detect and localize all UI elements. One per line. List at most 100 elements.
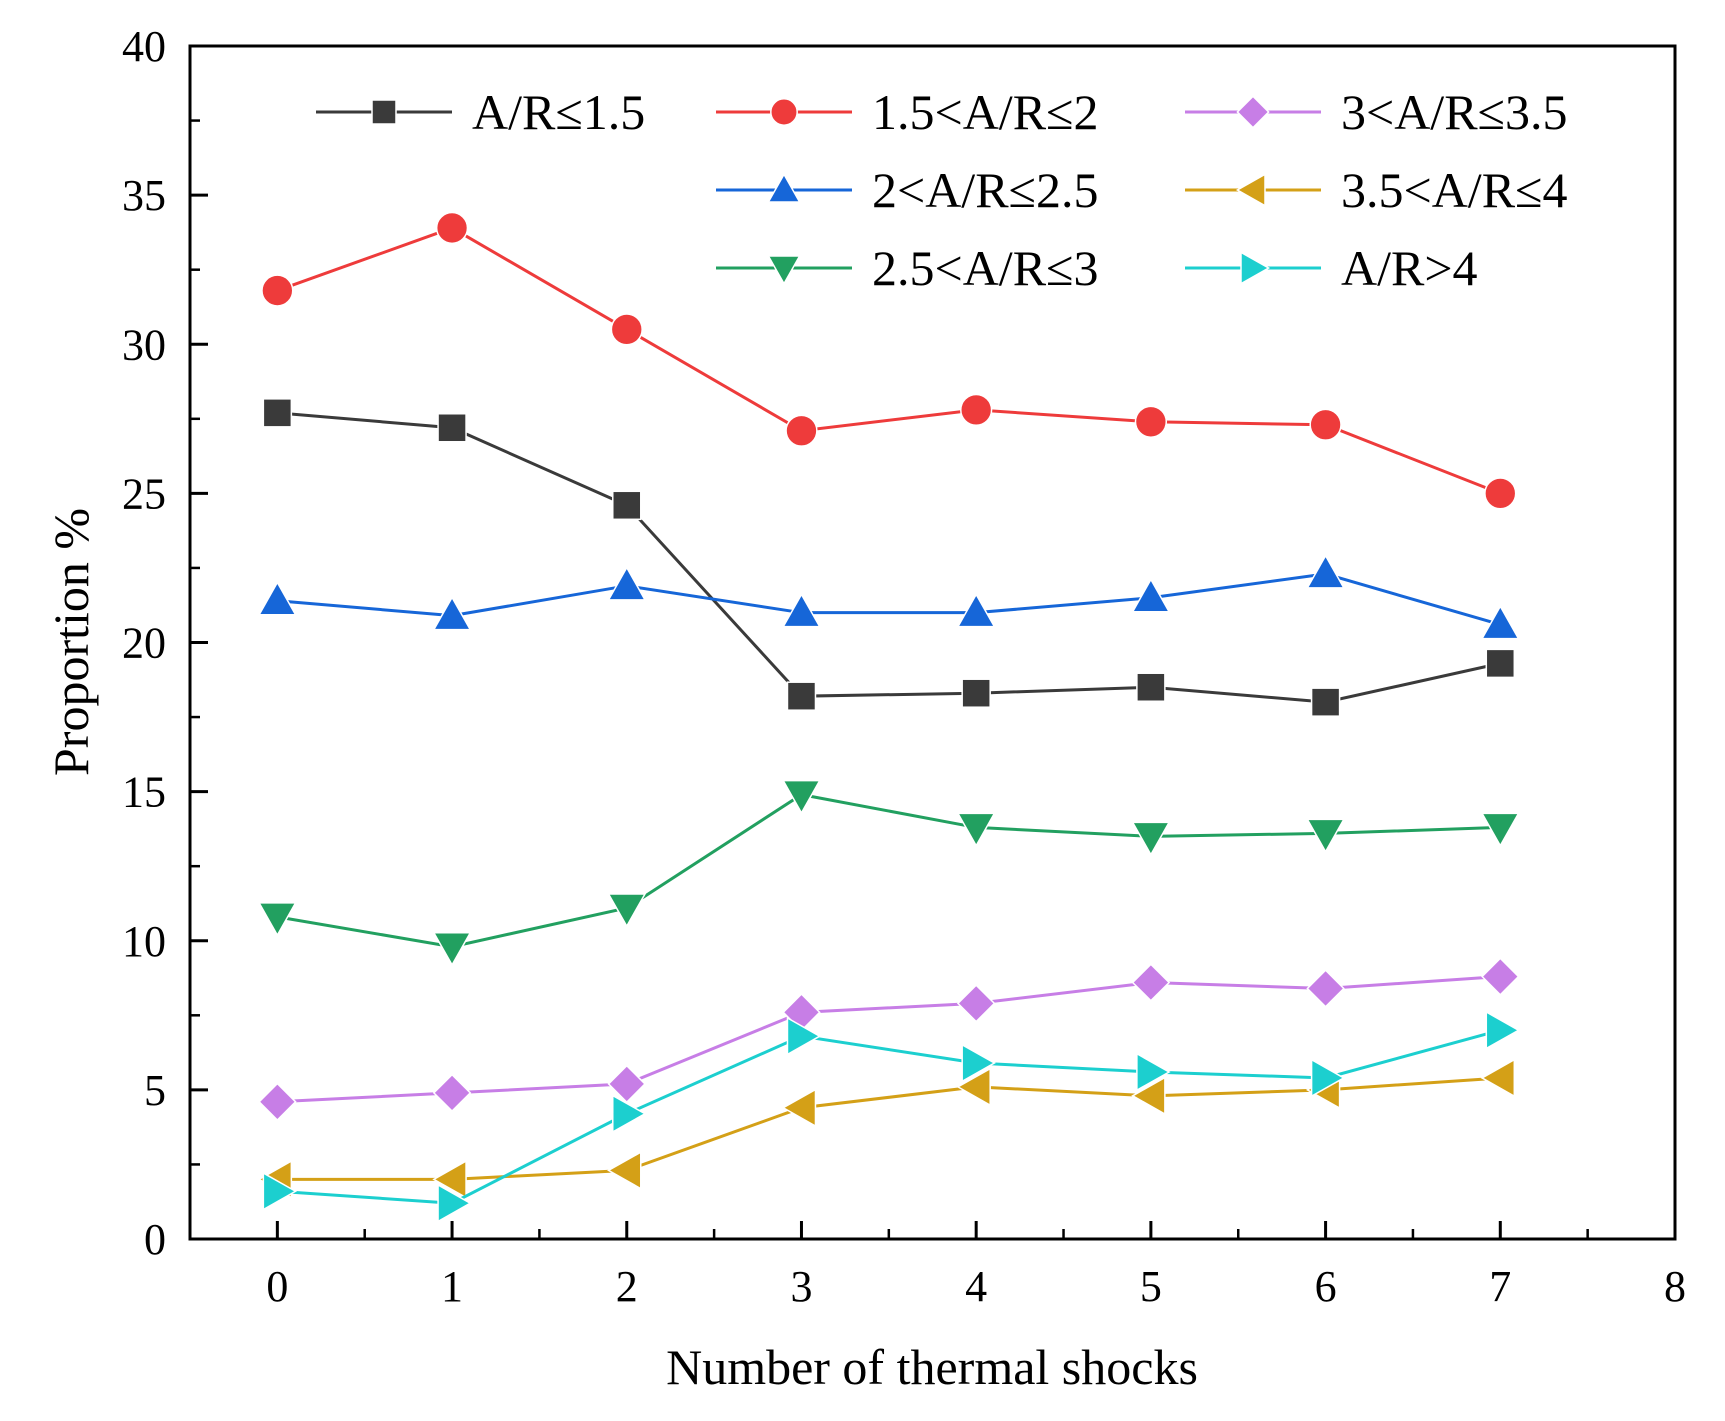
series-2 bbox=[261, 211, 1517, 510]
data-point bbox=[258, 1082, 297, 1122]
legend-label: 1.5<A/R≤2 bbox=[872, 84, 1099, 140]
data-point bbox=[1310, 1058, 1346, 1098]
legend-item: A/R≤1.5 bbox=[316, 84, 645, 140]
data-point bbox=[1134, 405, 1168, 438]
x-tick-label: 8 bbox=[1664, 1262, 1686, 1311]
x-tick-label: 3 bbox=[790, 1262, 812, 1311]
y-tick-label: 30 bbox=[122, 320, 166, 369]
data-point bbox=[612, 1094, 647, 1134]
series-layer bbox=[257, 211, 1521, 1223]
legend-label: 2.5<A/R≤3 bbox=[872, 240, 1099, 296]
x-tick-label: 6 bbox=[1315, 1262, 1337, 1311]
legend-marker bbox=[1240, 251, 1271, 285]
legend-item: 2<A/R≤2.5 bbox=[716, 162, 1099, 218]
data-point bbox=[1481, 957, 1520, 996]
y-tick-label: 40 bbox=[122, 22, 166, 71]
data-point bbox=[961, 678, 991, 708]
legend-label: A/R≤1.5 bbox=[472, 84, 645, 140]
x-tick-label: 4 bbox=[965, 1262, 987, 1311]
y-tick-label: 10 bbox=[122, 917, 166, 966]
data-point bbox=[1310, 687, 1341, 717]
data-point bbox=[1131, 821, 1171, 857]
data-point bbox=[781, 1088, 817, 1128]
series-line bbox=[277, 572, 1501, 627]
y-tick-label: 25 bbox=[122, 469, 166, 518]
data-point bbox=[607, 1150, 642, 1190]
legend-item: A/R>4 bbox=[1185, 240, 1478, 296]
data-point bbox=[432, 1073, 472, 1113]
data-point bbox=[1309, 408, 1342, 441]
series-line bbox=[277, 975, 1501, 1104]
legend-item: 3.5<A/R≤4 bbox=[1185, 162, 1568, 218]
data-point bbox=[781, 592, 821, 628]
data-point bbox=[1131, 578, 1171, 613]
data-point bbox=[956, 984, 996, 1023]
data-point bbox=[1485, 1010, 1521, 1050]
series-7 bbox=[262, 1010, 1521, 1223]
data-point bbox=[262, 398, 293, 428]
data-point bbox=[432, 595, 472, 631]
series-1 bbox=[262, 398, 1516, 717]
x-tick-label: 2 bbox=[616, 1262, 638, 1311]
data-point bbox=[262, 1171, 298, 1211]
y-tick-label: 5 bbox=[144, 1066, 166, 1115]
x-tick-label: 7 bbox=[1489, 1262, 1511, 1311]
legend-marker bbox=[1236, 95, 1270, 129]
data-point bbox=[257, 902, 297, 937]
series-4 bbox=[257, 554, 1520, 640]
legend-marker bbox=[767, 255, 801, 286]
data-point bbox=[781, 779, 821, 815]
data-point bbox=[960, 393, 993, 427]
data-point bbox=[1480, 812, 1520, 848]
series-line bbox=[277, 411, 1501, 704]
series-6 bbox=[257, 779, 1520, 967]
data-point bbox=[612, 490, 642, 521]
data-point bbox=[437, 1183, 472, 1223]
data-point bbox=[786, 681, 817, 711]
x-axis-ticks: 0 1 2 3 4 5 6 7 8 bbox=[266, 1221, 1686, 1311]
data-point bbox=[610, 313, 643, 346]
x-tick-label: 0 bbox=[266, 1262, 288, 1311]
x-axis-label: Number of thermal shocks bbox=[666, 1339, 1198, 1395]
legend-marker bbox=[371, 99, 397, 125]
data-point bbox=[1484, 477, 1517, 510]
data-point bbox=[437, 413, 467, 443]
series-line bbox=[277, 793, 1501, 949]
legend-label: A/R>4 bbox=[1341, 240, 1478, 296]
data-point bbox=[432, 1159, 467, 1199]
legend: A/R≤1.5 1.5<A/R≤2 3<A/R≤3.5 2<A/R≤2.5 3.5<A/… bbox=[316, 84, 1568, 296]
legend-label: 3<A/R≤3.5 bbox=[1341, 84, 1568, 140]
data-point bbox=[1131, 1076, 1166, 1116]
legend-item: 2.5<A/R≤3 bbox=[716, 240, 1099, 296]
series-line bbox=[276, 226, 1501, 495]
data-point bbox=[257, 581, 297, 616]
y-axis-label: Proportion % bbox=[43, 508, 99, 776]
data-point bbox=[956, 592, 996, 628]
data-point bbox=[961, 1043, 996, 1083]
data-point bbox=[785, 414, 818, 447]
y-axis-ticks: 0 5 10 15 20 25 30 35 40 bbox=[122, 22, 208, 1264]
legend-label: 2<A/R≤2.5 bbox=[872, 162, 1099, 218]
data-point bbox=[956, 812, 996, 848]
y-tick-label: 20 bbox=[122, 619, 166, 668]
data-point bbox=[1480, 604, 1520, 640]
legend-marker bbox=[767, 172, 801, 203]
series-line bbox=[277, 1076, 1501, 1181]
data-point bbox=[1306, 818, 1346, 854]
x-tick-label: 1 bbox=[441, 1262, 463, 1311]
series-line bbox=[277, 1028, 1501, 1205]
data-point bbox=[786, 1016, 822, 1056]
data-point bbox=[1306, 969, 1345, 1008]
data-point bbox=[432, 931, 472, 967]
data-point bbox=[1485, 648, 1516, 679]
y-tick-label: 15 bbox=[122, 768, 166, 817]
data-point bbox=[435, 211, 469, 245]
data-point bbox=[261, 274, 294, 307]
legend-label: 3.5<A/R≤4 bbox=[1341, 162, 1568, 218]
data-point bbox=[1136, 672, 1166, 702]
data-point bbox=[1306, 554, 1346, 589]
data-point bbox=[956, 1067, 991, 1107]
data-point bbox=[607, 1064, 647, 1104]
data-point bbox=[607, 893, 647, 928]
